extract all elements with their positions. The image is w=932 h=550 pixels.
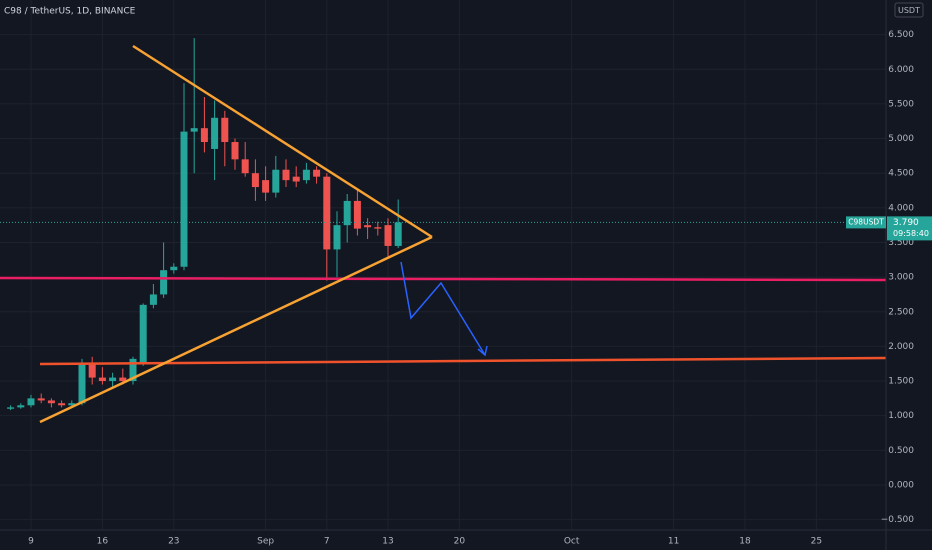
y-tick-label: 2.500 <box>888 307 914 317</box>
candle-body <box>190 128 198 132</box>
axes: −0.500 0.000 0.500 1.000 1.500 2.000 2.500 3.00… <box>28 30 932 547</box>
candle-body <box>180 131 188 267</box>
candle-body <box>221 117 229 143</box>
candle-body <box>353 200 361 229</box>
candle-body <box>384 225 392 246</box>
support-line <box>0 276 887 282</box>
candle-body <box>323 176 331 250</box>
y-tick-label: 1.500 <box>888 377 914 387</box>
candle-body <box>302 169 310 181</box>
chart-title: C98 / TetherUS, 1D, BINANCE <box>4 7 136 17</box>
arrow-head <box>477 345 488 357</box>
candle-body <box>27 398 35 406</box>
x-tick-label: 9 <box>28 537 34 547</box>
y-tick-label: 0.500 <box>888 446 914 456</box>
x-tick-label: Oct <box>564 537 580 547</box>
x-tick-label: 18 <box>739 537 751 547</box>
candle-body <box>282 169 290 181</box>
projection-arrow <box>400 261 486 356</box>
candle-body <box>262 180 270 193</box>
symbol-badge <box>846 216 886 229</box>
candle-body <box>394 222 402 246</box>
x-tick-label: 7 <box>324 537 330 547</box>
price-badge <box>887 216 932 241</box>
candle-body <box>170 266 178 271</box>
candle-body <box>231 142 239 160</box>
candle-body <box>160 270 168 295</box>
candle-body <box>333 225 341 250</box>
price-label: 3.790 <box>893 218 919 228</box>
candle-body <box>68 403 76 406</box>
candle-body <box>78 363 86 404</box>
candle-body <box>37 398 45 401</box>
candle-body <box>149 294 157 305</box>
candle-body <box>58 403 66 406</box>
x-tick-label: 25 <box>811 537 822 547</box>
currency-box[interactable] <box>894 2 924 18</box>
support-line <box>39 356 887 366</box>
y-tick-label: 4.500 <box>888 169 914 179</box>
candle-body <box>272 169 280 193</box>
candle-body <box>17 405 25 408</box>
y-tick-label: 3.000 <box>888 273 914 283</box>
y-tick-label: −0.500 <box>881 515 915 525</box>
candle-body <box>98 377 106 382</box>
x-tick-label: Sep <box>257 537 274 547</box>
candle-body <box>364 225 372 228</box>
y-tick-label: 6.000 <box>888 65 914 75</box>
y-tick-label: 5.500 <box>888 99 914 109</box>
candle-body <box>129 358 137 382</box>
y-tick-label: 2.000 <box>888 342 914 352</box>
candle-body <box>374 227 382 229</box>
candle-body <box>119 377 127 382</box>
symbol-label: C98USDT <box>848 217 884 226</box>
candle-body <box>109 377 117 382</box>
drawings <box>0 44 887 424</box>
candle-body <box>251 173 259 188</box>
candle-body <box>7 407 15 409</box>
candle-body <box>343 200 351 226</box>
y-tick-label: 4.000 <box>888 203 914 213</box>
candle-body <box>200 128 208 143</box>
currency[interactable]: USDT <box>898 6 920 15</box>
candle-body <box>139 304 147 364</box>
y-tick-label: 6.500 <box>888 30 914 40</box>
y-tick-label: 5.000 <box>888 134 914 144</box>
candle-body <box>47 400 55 404</box>
x-tick-label: 23 <box>168 537 179 547</box>
x-tick-label: 13 <box>382 537 393 547</box>
candle-body <box>292 176 300 182</box>
candle-body <box>241 159 249 174</box>
x-tick-label: 20 <box>454 537 466 547</box>
candle-body <box>313 169 321 177</box>
countdown-label: 09:58:40 <box>893 229 929 238</box>
candles <box>0 38 886 411</box>
triangle-line <box>39 235 433 424</box>
triangle-line <box>132 44 433 239</box>
candle-body <box>88 363 96 378</box>
candle-body <box>211 117 219 149</box>
x-tick-label: 16 <box>97 537 109 547</box>
y-tick-label: 0.000 <box>888 480 914 490</box>
x-tick-label: 11 <box>668 537 679 547</box>
y-tick-label: 1.000 <box>888 411 914 421</box>
y-tick-label: 3.500 <box>888 238 914 248</box>
